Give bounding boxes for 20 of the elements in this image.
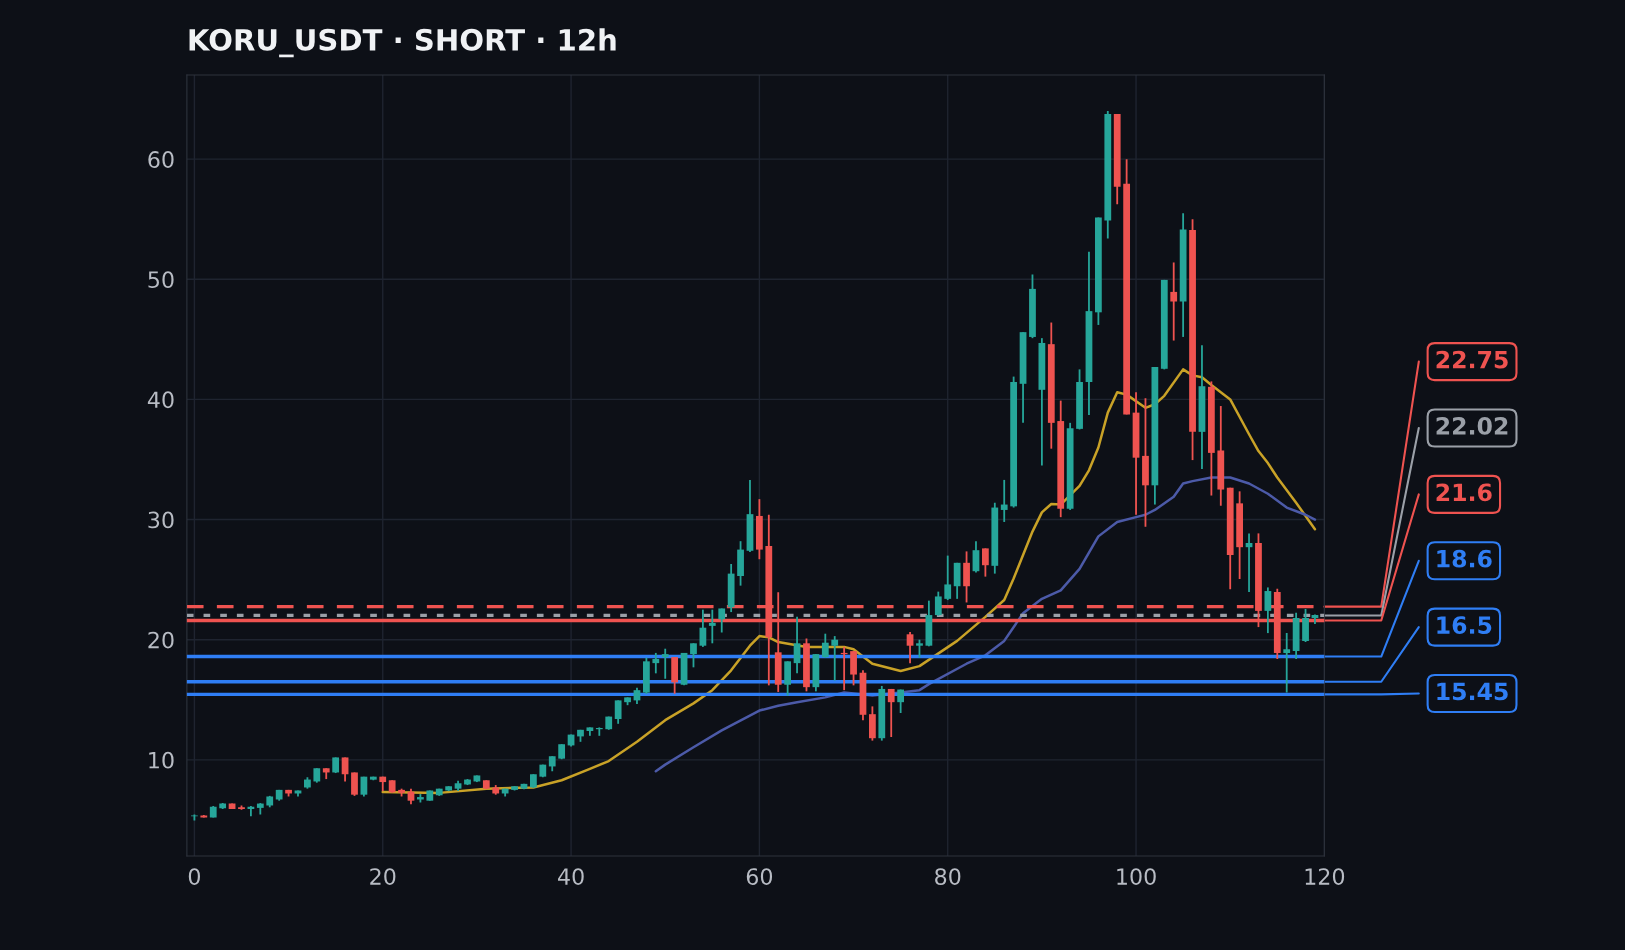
ref-line-label: 15.45 <box>1437 682 1508 701</box>
ref-line-label: 18.6 <box>1437 549 1492 568</box>
x-tick-label: 120 <box>1305 868 1345 885</box>
ref-line-label: 16.5 <box>1437 616 1492 634</box>
chart-title: KORU_USDT · SHORT · 12h <box>189 28 616 58</box>
y-tick-label: 20 <box>148 631 174 649</box>
x-tick-label: 100 <box>1117 868 1156 885</box>
ref-line-label: 22.75 <box>1436 350 1508 369</box>
ref-line-label: 21.6 <box>1436 483 1492 502</box>
y-tick-label: 40 <box>147 391 174 409</box>
x-tick-label: 0 <box>188 868 200 885</box>
x-tick-label: 60 <box>746 868 773 885</box>
y-tick-label: 30 <box>148 511 174 529</box>
x-tick-label: 80 <box>935 868 961 885</box>
ref-line-label: 22.02 <box>1436 417 1508 435</box>
y-tick-label: 10 <box>149 751 174 769</box>
x-tick-label: 20 <box>370 868 396 885</box>
y-tick-label: 50 <box>148 271 174 289</box>
y-tick-label: 60 <box>148 151 174 168</box>
x-tick-label: 40 <box>558 868 584 885</box>
